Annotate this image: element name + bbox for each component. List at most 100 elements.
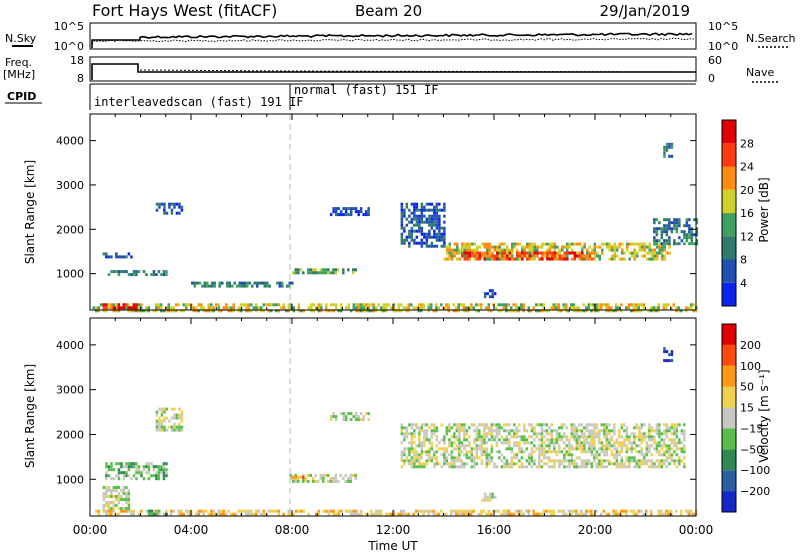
power-echo-cell (428, 244, 431, 248)
velocity-echo-cell (432, 512, 435, 516)
velocity-echo-cell (675, 444, 679, 448)
power-echo-cell (408, 208, 411, 212)
power-echo-cell (520, 306, 523, 310)
power-echo-cell (276, 281, 279, 285)
velocity-echo-cell (580, 509, 583, 513)
velocity-echo-cell (650, 453, 654, 457)
velocity-echo-cell (423, 432, 426, 436)
velocity-echo-cell (270, 509, 273, 513)
velocity-echo-cell (545, 462, 549, 466)
power-echo-cell (615, 306, 618, 310)
velocity-echo-cell (490, 438, 494, 442)
power-echo-cell (468, 245, 471, 249)
power-echo-cell (515, 306, 518, 310)
power-echo-cell (241, 281, 244, 285)
velocity-echo-cell (458, 438, 461, 442)
velocity-echo-cell (170, 512, 173, 516)
velocity-echo-cell (623, 438, 626, 442)
velocity-echo-cell (222, 512, 225, 516)
power-echo-cell (287, 309, 290, 313)
velocity-echo-cell (418, 429, 421, 433)
power-echo-cell (523, 251, 527, 255)
velocity-echo-cell (347, 509, 350, 513)
velocity-echo-cell (463, 447, 466, 451)
velocity-echo-cell (645, 512, 648, 516)
velocity-echo-cell (319, 473, 322, 477)
velocity-echo-cell (342, 415, 345, 419)
power-echo-cell (178, 211, 181, 215)
velocity-echo-cell (95, 509, 98, 513)
power-echo-cell (528, 242, 531, 246)
velocity-echo-cell (430, 456, 434, 460)
power-echo-cell (408, 229, 411, 233)
power-echo-cell (488, 251, 491, 255)
velocity-echo-cell (197, 512, 200, 516)
velocity-echo-cell (670, 432, 674, 436)
velocity-echo-cell (349, 473, 352, 477)
velocity-echo-cell (683, 462, 686, 466)
velocity-echo-cell (465, 450, 469, 454)
velocity-echo-cell (618, 462, 621, 466)
power-echo-cell (527, 309, 530, 313)
velocity-echo-cell (508, 441, 511, 445)
velocity-echo-cell (533, 459, 536, 463)
power-echo-cell (420, 232, 424, 236)
velocity-echo-cell (683, 435, 686, 439)
power-echo-cell (572, 309, 575, 313)
velocity-echo-cell (545, 450, 549, 454)
velocity-echo-cell (550, 512, 553, 516)
velocity-echo-cell (583, 459, 586, 463)
power-echo-cell (405, 235, 409, 239)
power-echo-cell (550, 306, 553, 310)
velocity-echo-cell (548, 438, 551, 442)
velocity-echo-cell (112, 509, 115, 513)
power-echo-cell (653, 239, 656, 243)
power-echo-cell (661, 251, 664, 255)
power-echo-cell (420, 306, 423, 310)
power-echo-cell (667, 303, 670, 307)
velocity-echo-cell (127, 509, 130, 513)
velocity-echo-cell (478, 447, 481, 451)
power-echo-cell (541, 254, 544, 258)
power-echo-cell (140, 309, 143, 313)
power-echo-cell (112, 303, 115, 307)
power-echo-cell (665, 242, 669, 246)
velocity-echo-cell (635, 462, 639, 466)
velocity-echo-cell (585, 423, 589, 427)
power-echo-cell (347, 207, 350, 211)
power-echo-cell (466, 248, 469, 252)
velocity-echo-cell (658, 432, 661, 436)
velocity-echo-cell (675, 509, 678, 513)
power-echo-cell (683, 230, 686, 234)
velocity-echo-cell (390, 512, 393, 516)
velocity-echo-cell (560, 450, 564, 454)
velocity-echo-cell (247, 512, 250, 516)
power-echo-cell (162, 270, 166, 274)
velocity-echo-cell (680, 459, 684, 463)
velocity-echo-cell (400, 453, 404, 457)
date-label: 29/Jan/2019 (600, 2, 691, 20)
power-echo-cell (192, 309, 195, 313)
velocity-echo-cell (605, 441, 609, 445)
power-echo-cell (405, 309, 408, 313)
velocity-echo-cell (420, 444, 424, 448)
velocity-echo-cell (658, 426, 661, 430)
power-echo-cell (473, 251, 477, 255)
velocity-echo-cell (638, 429, 641, 433)
velocity-echo-cell (558, 450, 561, 454)
velocity-echo-cell (433, 462, 436, 466)
velocity-echo-cell (483, 450, 486, 454)
power-echo-cell (95, 309, 98, 313)
velocity-echo-cell (615, 512, 618, 516)
velocity-echo-cell (523, 435, 526, 439)
velocity-echo-cell (180, 410, 184, 414)
power-echo-cell (428, 223, 431, 227)
velocity-echo-cell (638, 426, 641, 430)
velocity-echo-cell (334, 479, 337, 483)
power-echo-cell (288, 281, 291, 285)
velocity-echo-cell (540, 441, 544, 445)
velocity-echo-cell (582, 512, 585, 516)
velocity-echo-cell (583, 447, 586, 451)
power-echo-cell (636, 242, 639, 246)
power-echo-cell (626, 242, 629, 246)
